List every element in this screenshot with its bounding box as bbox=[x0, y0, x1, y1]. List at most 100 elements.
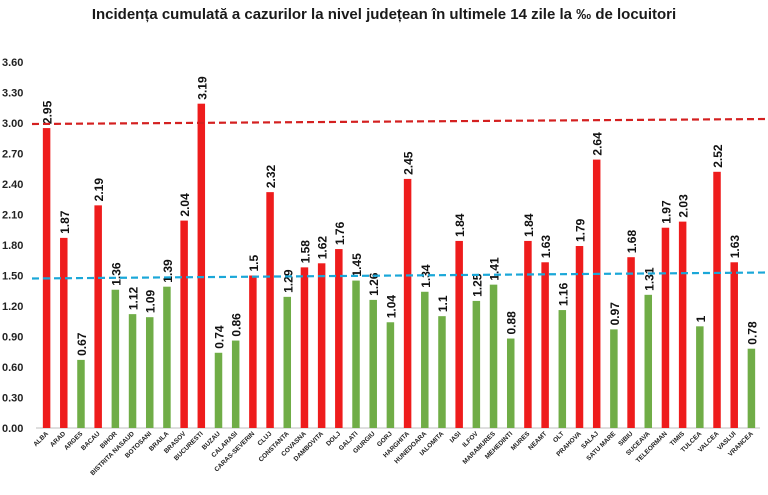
y-tick-label: 3.00 bbox=[2, 118, 23, 130]
data-label: 1.26 bbox=[367, 272, 381, 296]
y-tick-label: 2.10 bbox=[2, 210, 23, 222]
bar bbox=[472, 300, 481, 428]
data-label: 0.74 bbox=[213, 325, 227, 349]
category-label: TELEORMAN bbox=[635, 430, 669, 464]
data-label: 1 bbox=[694, 315, 708, 322]
bar bbox=[317, 263, 326, 428]
bar bbox=[94, 205, 102, 428]
y-tick-label: 0.30 bbox=[2, 393, 23, 405]
data-label: 1.45 bbox=[350, 253, 364, 277]
y-tick-label: 0.00 bbox=[2, 423, 23, 435]
data-label: 0.67 bbox=[75, 332, 89, 356]
y-tick-label: 3.30 bbox=[2, 88, 23, 100]
y-tick-label: 0.90 bbox=[2, 332, 23, 344]
data-label: 0.78 bbox=[745, 321, 759, 345]
data-label: 1.63 bbox=[539, 235, 553, 259]
bar bbox=[266, 192, 274, 428]
chart-title: Incidența cumulată a cazurilor la nivel … bbox=[91, 6, 677, 23]
data-label: 3.19 bbox=[195, 76, 209, 100]
bar bbox=[163, 286, 171, 428]
bar bbox=[438, 316, 446, 428]
data-label: 1.39 bbox=[161, 259, 175, 283]
bar bbox=[283, 296, 292, 428]
bar bbox=[455, 240, 463, 428]
threshold-line-low bbox=[31, 271, 768, 280]
data-label: 1.5 bbox=[247, 254, 261, 271]
data-label: 1.97 bbox=[659, 200, 673, 224]
data-label: 1.79 bbox=[574, 218, 588, 242]
y-tick-label: 1.50 bbox=[2, 271, 23, 283]
data-label: 1.04 bbox=[384, 295, 398, 319]
bar bbox=[386, 322, 395, 428]
data-label: 2.64 bbox=[591, 132, 605, 156]
bar bbox=[644, 294, 653, 428]
bar bbox=[696, 326, 704, 428]
data-label: 2.04 bbox=[178, 193, 192, 217]
data-label: 2.03 bbox=[677, 194, 691, 218]
bar bbox=[300, 267, 309, 428]
y-tick-label: 1.80 bbox=[2, 240, 23, 252]
data-label: 1.41 bbox=[488, 257, 502, 281]
data-label: 2.19 bbox=[92, 178, 106, 202]
bar bbox=[489, 284, 498, 428]
bar bbox=[558, 310, 567, 428]
bar bbox=[77, 359, 85, 428]
bar bbox=[128, 314, 137, 428]
bar bbox=[145, 317, 154, 428]
y-tick-label: 0.60 bbox=[2, 362, 23, 374]
category-label: ALBA bbox=[32, 430, 50, 448]
data-label: 1.84 bbox=[522, 213, 536, 237]
bar bbox=[610, 329, 618, 428]
bar bbox=[421, 291, 429, 428]
bar bbox=[713, 171, 721, 429]
bar bbox=[249, 275, 257, 428]
data-label: 1.29 bbox=[281, 269, 295, 293]
bar bbox=[592, 159, 601, 428]
data-label: 2.95 bbox=[41, 100, 55, 124]
data-label: 0.97 bbox=[608, 302, 622, 326]
bar bbox=[369, 299, 377, 428]
bar bbox=[231, 340, 240, 428]
data-label: 1.34 bbox=[419, 264, 433, 288]
bar bbox=[111, 289, 120, 428]
y-tick-label: 1.20 bbox=[2, 301, 23, 313]
data-label: 1.87 bbox=[58, 210, 72, 234]
bar bbox=[335, 249, 343, 428]
y-tick-label: 2.70 bbox=[2, 149, 23, 161]
data-label: 1.76 bbox=[333, 221, 347, 245]
data-label: 1.09 bbox=[144, 290, 158, 314]
bar bbox=[678, 221, 687, 428]
bar bbox=[541, 262, 549, 428]
data-label: 1.16 bbox=[556, 282, 570, 306]
data-label: 1.1 bbox=[436, 295, 450, 312]
bar bbox=[352, 280, 360, 428]
data-label: 2.52 bbox=[711, 144, 725, 168]
bar bbox=[403, 178, 412, 428]
data-label: 1.25 bbox=[470, 273, 484, 297]
data-label: 0.86 bbox=[230, 313, 244, 337]
data-label: 1.63 bbox=[728, 235, 742, 259]
data-label: 0.88 bbox=[505, 311, 519, 335]
category-label: BACAU bbox=[80, 430, 102, 452]
data-label: 1.68 bbox=[625, 230, 639, 254]
bar bbox=[627, 257, 635, 428]
data-label: 1.58 bbox=[298, 240, 312, 264]
category-label: NEAMT bbox=[527, 430, 548, 451]
bar bbox=[506, 338, 515, 428]
data-label: 1.84 bbox=[453, 213, 467, 237]
bar bbox=[197, 103, 206, 428]
data-label: 1.12 bbox=[127, 286, 141, 310]
threshold-line-high bbox=[31, 117, 768, 126]
y-tick-label: 2.40 bbox=[2, 179, 23, 191]
data-label: 1.31 bbox=[642, 267, 656, 291]
bar bbox=[661, 227, 670, 428]
bar bbox=[524, 240, 532, 428]
data-label: 2.32 bbox=[264, 164, 278, 188]
y-tick-label: 3.60 bbox=[2, 57, 23, 69]
category-label: IASI bbox=[449, 430, 463, 444]
data-label: 2.45 bbox=[402, 151, 416, 175]
data-label: 1.36 bbox=[109, 262, 123, 286]
data-label: 1.62 bbox=[316, 236, 330, 260]
bar bbox=[747, 348, 756, 428]
